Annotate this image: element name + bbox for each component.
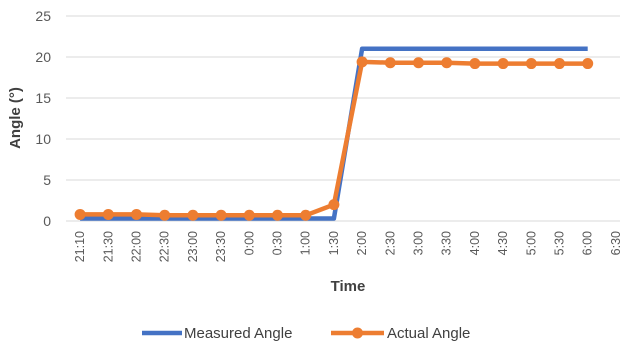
x-tick-label: 21:10: [73, 231, 87, 262]
y-axis-title: Angle (°): [7, 87, 24, 149]
data-point: [103, 209, 114, 220]
x-tick-label: 22:30: [158, 231, 172, 262]
data-point: [526, 58, 537, 69]
data-point: [159, 210, 170, 221]
x-tick-label: 5:00: [524, 231, 538, 255]
y-tick-label: 25: [35, 8, 51, 24]
y-tick-label: 0: [43, 213, 51, 229]
data-point: [328, 199, 339, 210]
x-tick-label: 3:00: [412, 231, 426, 255]
data-point: [244, 210, 255, 221]
data-point: [216, 210, 227, 221]
data-point: [75, 209, 86, 220]
x-axis-ticks: 21:10 21:30 22:00 22:30 23:00 23:30 0:00 0:30 1:…: [73, 231, 623, 262]
x-tick-label: 4:00: [468, 231, 482, 255]
x-tick-label: 1:00: [299, 231, 313, 255]
legend-label-0: Measured Angle: [184, 325, 292, 342]
legend: Measured Angle Actual Angle: [142, 325, 470, 342]
y-tick-label: 15: [35, 90, 51, 106]
data-point: [582, 58, 593, 69]
x-tick-label: 23:30: [214, 231, 228, 262]
y-axis-ticks: 0 5 10 15 20 25: [35, 8, 51, 229]
x-tick-label: 5:30: [553, 231, 567, 255]
legend-marker-1: [352, 328, 363, 339]
data-point: [187, 210, 198, 221]
data-point: [300, 210, 311, 221]
y-tick-label: 10: [35, 131, 51, 147]
data-point: [441, 57, 452, 68]
series-layer: [75, 49, 594, 221]
data-point: [272, 210, 283, 221]
x-tick-label: 3:30: [440, 231, 454, 255]
legend-label-1: Actual Angle: [387, 325, 470, 342]
x-tick-label: 21:30: [101, 231, 115, 262]
x-tick-label: 6:00: [581, 231, 595, 255]
x-axis-title: Time: [331, 278, 366, 295]
x-tick-label: 22:00: [130, 231, 144, 262]
x-tick-label: 0:30: [271, 231, 285, 255]
data-point: [554, 58, 565, 69]
data-point: [131, 209, 142, 220]
x-tick-label: 23:00: [186, 231, 200, 262]
y-tick-label: 20: [35, 49, 51, 65]
data-point: [469, 58, 480, 69]
x-tick-label: 6:30: [609, 231, 623, 255]
data-point: [413, 57, 424, 68]
x-tick-label: 2:00: [355, 231, 369, 255]
x-tick-label: 2:30: [383, 231, 397, 255]
data-point: [498, 58, 509, 69]
data-point: [357, 56, 368, 67]
x-tick-label: 0:00: [242, 231, 256, 255]
x-tick-label: 4:30: [496, 231, 510, 255]
data-point: [385, 57, 396, 68]
y-tick-label: 5: [43, 172, 51, 188]
x-tick-label: 1:30: [327, 231, 341, 255]
